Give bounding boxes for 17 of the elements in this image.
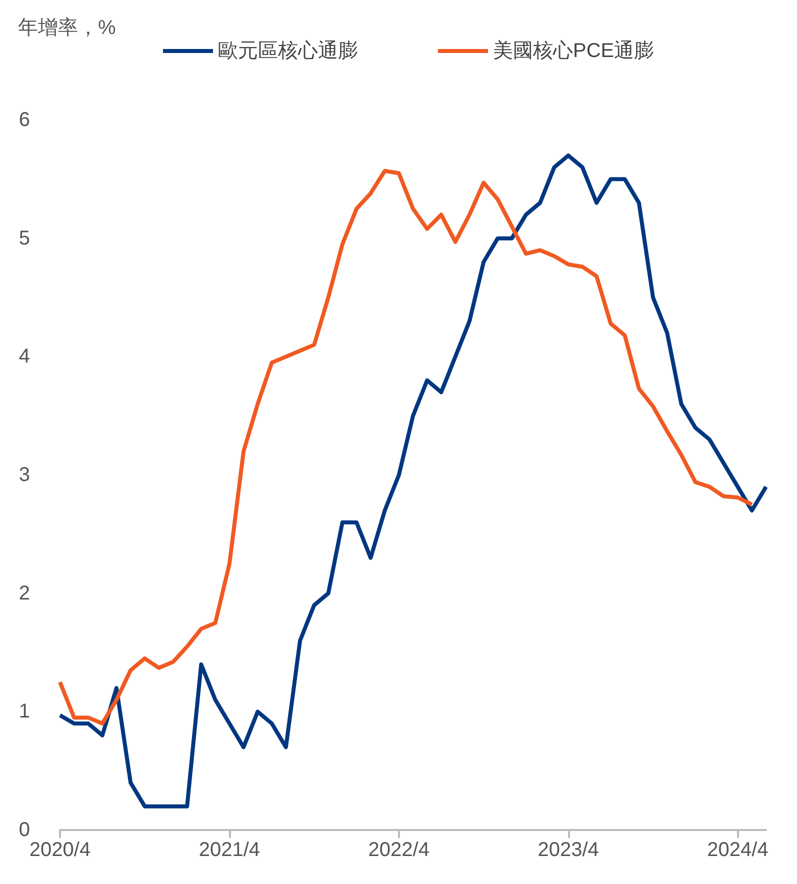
y-tick-label: 4 xyxy=(18,346,30,368)
y-tick-label: 1 xyxy=(18,700,30,723)
legend-label: 歐元區核心通膨 xyxy=(218,40,358,62)
x-tick-label: 2021/4 xyxy=(198,839,260,861)
x-tick-label: 2020/4 xyxy=(29,839,91,861)
y-tick-label: 2 xyxy=(18,582,30,604)
y-tick-label: 0 xyxy=(18,819,30,841)
legend-label: 美國核心PCE通膨 xyxy=(493,39,654,62)
x-tick-label: 2022/4 xyxy=(368,839,430,861)
line-series xyxy=(58,154,768,808)
y-axis-title: 年增率，% xyxy=(18,17,116,39)
y-tick-label: 6 xyxy=(18,109,30,131)
y-tick-label: 5 xyxy=(18,227,30,250)
x-tick-label: 2023/4 xyxy=(538,839,599,861)
line-series xyxy=(58,168,754,726)
x-tick-label: 2024/4 xyxy=(707,839,768,861)
y-tick-label: 3 xyxy=(18,464,30,486)
